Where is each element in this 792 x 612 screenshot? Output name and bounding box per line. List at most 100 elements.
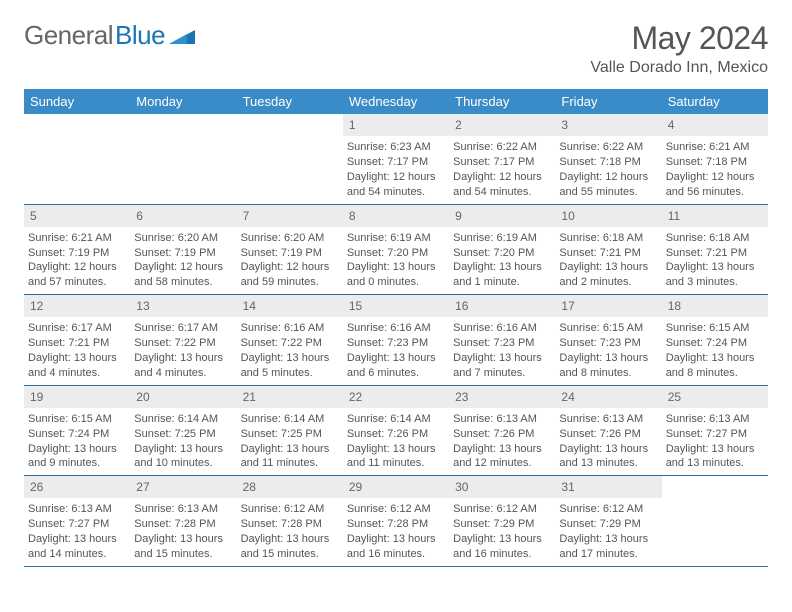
sunset-text: Sunset: 7:29 PM: [559, 517, 657, 532]
sunset-text: Sunset: 7:19 PM: [134, 246, 232, 261]
calendar-day-cell: 30Sunrise: 6:12 AMSunset: 7:29 PMDayligh…: [449, 476, 555, 567]
day-number: 15: [343, 295, 449, 317]
weekday-header-row: Sunday Monday Tuesday Wednesday Thursday…: [24, 89, 768, 114]
day-number: 22: [343, 386, 449, 408]
weekday-header: Tuesday: [237, 89, 343, 114]
daylight-text: Daylight: 13 hours and 6 minutes.: [347, 351, 445, 381]
calendar-day-cell: 26Sunrise: 6:13 AMSunset: 7:27 PMDayligh…: [24, 476, 130, 567]
day-number: 23: [449, 386, 555, 408]
daylight-text: Daylight: 13 hours and 0 minutes.: [347, 260, 445, 290]
day-info: Sunrise: 6:17 AMSunset: 7:21 PMDaylight:…: [24, 319, 130, 384]
calendar-day-cell: 25Sunrise: 6:13 AMSunset: 7:27 PMDayligh…: [662, 385, 768, 476]
calendar-day-cell: 8Sunrise: 6:19 AMSunset: 7:20 PMDaylight…: [343, 204, 449, 295]
day-info: Sunrise: 6:22 AMSunset: 7:18 PMDaylight:…: [555, 138, 661, 203]
day-info: Sunrise: 6:15 AMSunset: 7:23 PMDaylight:…: [555, 319, 661, 384]
calendar-day-cell: 17Sunrise: 6:15 AMSunset: 7:23 PMDayligh…: [555, 295, 661, 386]
daylight-text: Daylight: 12 hours and 54 minutes.: [347, 170, 445, 200]
calendar-day-cell: 28Sunrise: 6:12 AMSunset: 7:28 PMDayligh…: [237, 476, 343, 567]
sunset-text: Sunset: 7:24 PM: [28, 427, 126, 442]
sunset-text: Sunset: 7:23 PM: [347, 336, 445, 351]
calendar-day-cell: [237, 114, 343, 204]
calendar-day-cell: [24, 114, 130, 204]
sunrise-text: Sunrise: 6:22 AM: [453, 140, 551, 155]
daylight-text: Daylight: 13 hours and 8 minutes.: [559, 351, 657, 381]
day-info: Sunrise: 6:18 AMSunset: 7:21 PMDaylight:…: [662, 229, 768, 294]
day-number: 29: [343, 476, 449, 498]
day-number: 10: [555, 205, 661, 227]
calendar-day-cell: 10Sunrise: 6:18 AMSunset: 7:21 PMDayligh…: [555, 204, 661, 295]
daylight-text: Daylight: 13 hours and 12 minutes.: [453, 442, 551, 472]
weekday-header: Sunday: [24, 89, 130, 114]
daylight-text: Daylight: 13 hours and 16 minutes.: [453, 532, 551, 562]
day-info: Sunrise: 6:13 AMSunset: 7:26 PMDaylight:…: [449, 410, 555, 475]
day-number: 20: [130, 386, 236, 408]
daylight-text: Daylight: 13 hours and 4 minutes.: [28, 351, 126, 381]
daylight-text: Daylight: 13 hours and 10 minutes.: [134, 442, 232, 472]
sunrise-text: Sunrise: 6:13 AM: [559, 412, 657, 427]
calendar-week-row: 19Sunrise: 6:15 AMSunset: 7:24 PMDayligh…: [24, 385, 768, 476]
calendar-day-cell: [130, 114, 236, 204]
calendar-body: 1Sunrise: 6:23 AMSunset: 7:17 PMDaylight…: [24, 114, 768, 566]
sunrise-text: Sunrise: 6:13 AM: [28, 502, 126, 517]
daylight-text: Daylight: 13 hours and 13 minutes.: [559, 442, 657, 472]
sunset-text: Sunset: 7:29 PM: [453, 517, 551, 532]
day-info: Sunrise: 6:13 AMSunset: 7:28 PMDaylight:…: [130, 500, 236, 565]
calendar-day-cell: 11Sunrise: 6:18 AMSunset: 7:21 PMDayligh…: [662, 204, 768, 295]
day-number: 5: [24, 205, 130, 227]
calendar-week-row: 12Sunrise: 6:17 AMSunset: 7:21 PMDayligh…: [24, 295, 768, 386]
calendar-day-cell: 3Sunrise: 6:22 AMSunset: 7:18 PMDaylight…: [555, 114, 661, 204]
day-number: 9: [449, 205, 555, 227]
day-info: Sunrise: 6:20 AMSunset: 7:19 PMDaylight:…: [237, 229, 343, 294]
daylight-text: Daylight: 12 hours and 57 minutes.: [28, 260, 126, 290]
daylight-text: Daylight: 13 hours and 15 minutes.: [134, 532, 232, 562]
weekday-header: Monday: [130, 89, 236, 114]
day-info: Sunrise: 6:23 AMSunset: 7:17 PMDaylight:…: [343, 138, 449, 203]
day-number: 8: [343, 205, 449, 227]
day-number: 18: [662, 295, 768, 317]
calendar-day-cell: 14Sunrise: 6:16 AMSunset: 7:22 PMDayligh…: [237, 295, 343, 386]
sunrise-text: Sunrise: 6:21 AM: [666, 140, 764, 155]
page-subtitle: Valle Dorado Inn, Mexico: [590, 59, 768, 77]
sunrise-text: Sunrise: 6:18 AM: [559, 231, 657, 246]
calendar-table: Sunday Monday Tuesday Wednesday Thursday…: [24, 89, 768, 567]
sunset-text: Sunset: 7:17 PM: [453, 155, 551, 170]
day-info: Sunrise: 6:13 AMSunset: 7:27 PMDaylight:…: [662, 410, 768, 475]
sunrise-text: Sunrise: 6:15 AM: [28, 412, 126, 427]
sunrise-text: Sunrise: 6:14 AM: [134, 412, 232, 427]
sunset-text: Sunset: 7:19 PM: [28, 246, 126, 261]
day-number: 14: [237, 295, 343, 317]
day-info: Sunrise: 6:13 AMSunset: 7:27 PMDaylight:…: [24, 500, 130, 565]
calendar-day-cell: 31Sunrise: 6:12 AMSunset: 7:29 PMDayligh…: [555, 476, 661, 567]
logo: GeneralBlue: [24, 20, 195, 51]
calendar-week-row: 26Sunrise: 6:13 AMSunset: 7:27 PMDayligh…: [24, 476, 768, 567]
day-info: Sunrise: 6:17 AMSunset: 7:22 PMDaylight:…: [130, 319, 236, 384]
day-number: 21: [237, 386, 343, 408]
sunset-text: Sunset: 7:26 PM: [347, 427, 445, 442]
day-number: 12: [24, 295, 130, 317]
sunset-text: Sunset: 7:25 PM: [134, 427, 232, 442]
sunrise-text: Sunrise: 6:13 AM: [134, 502, 232, 517]
weekday-header: Saturday: [662, 89, 768, 114]
weekday-header: Thursday: [449, 89, 555, 114]
calendar-week-row: 1Sunrise: 6:23 AMSunset: 7:17 PMDaylight…: [24, 114, 768, 204]
day-info: Sunrise: 6:16 AMSunset: 7:22 PMDaylight:…: [237, 319, 343, 384]
sunset-text: Sunset: 7:19 PM: [241, 246, 339, 261]
sunrise-text: Sunrise: 6:12 AM: [453, 502, 551, 517]
day-number: 31: [555, 476, 661, 498]
daylight-text: Daylight: 13 hours and 11 minutes.: [241, 442, 339, 472]
weekday-header: Friday: [555, 89, 661, 114]
calendar-day-cell: 15Sunrise: 6:16 AMSunset: 7:23 PMDayligh…: [343, 295, 449, 386]
daylight-text: Daylight: 12 hours and 56 minutes.: [666, 170, 764, 200]
daylight-text: Daylight: 13 hours and 4 minutes.: [134, 351, 232, 381]
sunrise-text: Sunrise: 6:16 AM: [453, 321, 551, 336]
day-number: 4: [662, 114, 768, 136]
day-number: 24: [555, 386, 661, 408]
daylight-text: Daylight: 12 hours and 59 minutes.: [241, 260, 339, 290]
sunrise-text: Sunrise: 6:12 AM: [559, 502, 657, 517]
daylight-text: Daylight: 13 hours and 16 minutes.: [347, 532, 445, 562]
calendar-day-cell: 23Sunrise: 6:13 AMSunset: 7:26 PMDayligh…: [449, 385, 555, 476]
sunrise-text: Sunrise: 6:16 AM: [241, 321, 339, 336]
sunrise-text: Sunrise: 6:22 AM: [559, 140, 657, 155]
day-number: 16: [449, 295, 555, 317]
day-info: Sunrise: 6:22 AMSunset: 7:17 PMDaylight:…: [449, 138, 555, 203]
